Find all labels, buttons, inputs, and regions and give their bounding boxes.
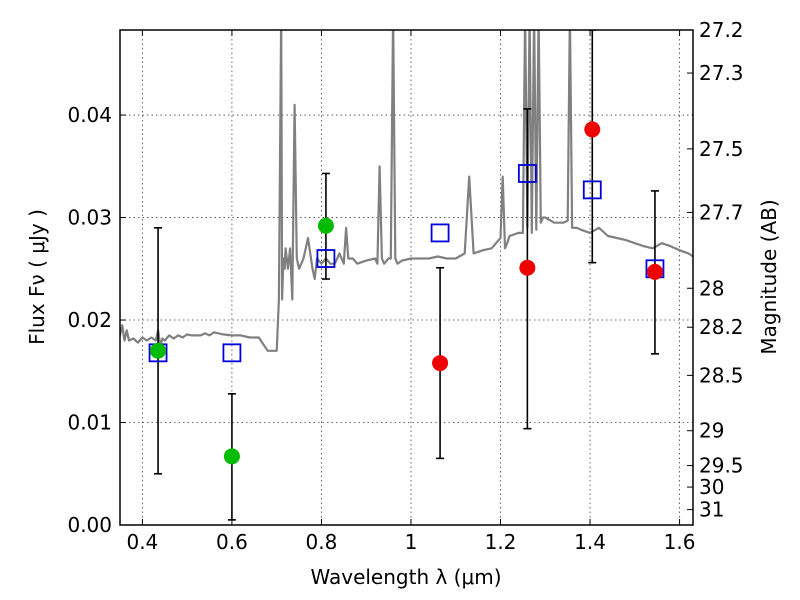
model-flux-square bbox=[316, 249, 336, 268]
x-axis-label: Wavelength λ (μm) bbox=[310, 565, 501, 589]
y2-tick-label: 27.3 bbox=[699, 61, 744, 85]
model-spectrum-line bbox=[120, 30, 693, 352]
y-tick-label: 0.00 bbox=[67, 513, 112, 537]
data-markers bbox=[148, 121, 665, 465]
model-flux-square bbox=[517, 164, 537, 183]
model-flux-square bbox=[222, 343, 242, 363]
x-tick-label: 1.2 bbox=[485, 530, 517, 554]
y2-tick-label: 28.2 bbox=[699, 315, 744, 339]
grid-lines bbox=[120, 30, 693, 526]
y2-tick-label: 28 bbox=[699, 276, 724, 300]
observed-flux-point bbox=[519, 259, 536, 276]
y2-tick-label: 27.7 bbox=[699, 200, 744, 224]
y-tick-label: 0.02 bbox=[67, 308, 112, 332]
axis-ticks: 0.4 0.6 0.8 1 1.2 1.4 1.6 0.00 0.01 0.02 0.03 0.04 2… bbox=[67, 18, 743, 554]
y-tick-label: 0.04 bbox=[67, 103, 112, 127]
observed-flux-point bbox=[646, 263, 663, 280]
x-tick-label: 1.4 bbox=[574, 530, 606, 554]
x-tick-label: 0.8 bbox=[306, 530, 338, 554]
plot-frame bbox=[119, 29, 694, 526]
y2-tick-label: 31 bbox=[699, 498, 724, 522]
y-axis-label: Flux Fν ( μJy ) bbox=[25, 209, 49, 345]
y2-tick-label: 27.5 bbox=[699, 137, 744, 161]
model-spectrum bbox=[120, 30, 693, 352]
y2-tick-label: 29.5 bbox=[699, 454, 744, 478]
y2-tick-label: 28.5 bbox=[699, 363, 744, 387]
observed-flux-point bbox=[317, 217, 334, 234]
observed-flux-point bbox=[432, 355, 449, 372]
x-tick-label: 0.4 bbox=[126, 530, 158, 554]
model-flux-square bbox=[582, 180, 602, 200]
y2-axis-label: Magnitude (AB) bbox=[757, 199, 781, 354]
x-tick-label: 1.6 bbox=[664, 530, 696, 554]
y2-tick-label: 29 bbox=[699, 419, 724, 443]
observed-flux-point bbox=[150, 342, 167, 359]
y-tick-label: 0.03 bbox=[67, 206, 112, 230]
y-tick-label: 0.01 bbox=[67, 411, 112, 435]
x-tick-label: 1 bbox=[405, 530, 418, 554]
y2-tick-label: 27.2 bbox=[699, 18, 744, 42]
y2-tick-label: 30 bbox=[699, 475, 724, 499]
observed-flux-point bbox=[223, 448, 240, 465]
observed-flux-point bbox=[584, 121, 601, 138]
model-flux-square bbox=[430, 223, 450, 243]
x-tick-label: 0.6 bbox=[216, 530, 248, 554]
error-bars bbox=[154, 30, 659, 521]
